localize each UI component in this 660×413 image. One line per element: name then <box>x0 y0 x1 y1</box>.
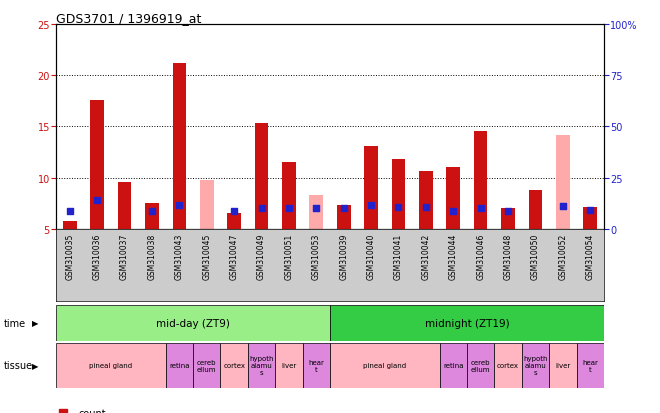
Bar <box>467 343 494 388</box>
Text: GSM310050: GSM310050 <box>531 233 540 279</box>
Text: midnight (ZT19): midnight (ZT19) <box>424 318 510 328</box>
Text: GSM310052: GSM310052 <box>558 233 568 279</box>
Text: cereb
ellum: cereb ellum <box>197 359 216 372</box>
Bar <box>56 343 166 388</box>
Bar <box>145 204 159 229</box>
Point <box>503 208 513 214</box>
Text: mid-day (ZT9): mid-day (ZT9) <box>156 318 230 328</box>
Bar <box>90 100 104 229</box>
Text: GSM310053: GSM310053 <box>312 233 321 279</box>
Bar <box>56 306 330 341</box>
Text: GSM310051: GSM310051 <box>284 233 294 279</box>
Bar <box>494 343 521 388</box>
Text: cereb
ellum: cereb ellum <box>471 359 490 372</box>
Text: GSM310043: GSM310043 <box>175 233 184 279</box>
Point <box>558 203 568 210</box>
Text: GSM310041: GSM310041 <box>394 233 403 279</box>
Bar <box>330 343 440 388</box>
Bar <box>501 209 515 229</box>
Bar <box>220 343 248 388</box>
Bar <box>200 180 214 229</box>
Text: GSM310046: GSM310046 <box>476 233 485 279</box>
Bar <box>275 343 302 388</box>
Bar <box>419 172 433 229</box>
Text: cortex: cortex <box>223 363 245 368</box>
Bar <box>282 163 296 229</box>
Point <box>92 198 102 204</box>
Text: tissue: tissue <box>3 361 32 370</box>
Point <box>385 174 395 181</box>
Point <box>311 205 321 212</box>
Bar <box>583 208 597 229</box>
Bar <box>364 147 378 229</box>
Point <box>585 207 595 214</box>
Bar <box>310 195 323 229</box>
Bar <box>193 343 220 388</box>
Bar <box>529 190 543 229</box>
Bar <box>337 206 350 229</box>
Text: GSM310037: GSM310037 <box>120 233 129 279</box>
Bar <box>446 168 460 229</box>
Bar <box>549 343 577 388</box>
Bar <box>227 214 241 229</box>
Text: pineal gland: pineal gland <box>363 363 407 368</box>
Text: GSM310038: GSM310038 <box>147 233 156 279</box>
Text: pineal gland: pineal gland <box>89 363 133 368</box>
Point <box>284 205 294 212</box>
Text: hypoth
alamu
s: hypoth alamu s <box>249 356 274 375</box>
Bar <box>577 343 604 388</box>
Point <box>256 205 267 212</box>
Text: GSM310048: GSM310048 <box>504 233 513 279</box>
Text: time: time <box>3 318 26 328</box>
Text: GSM310040: GSM310040 <box>366 233 376 279</box>
Bar <box>521 343 549 388</box>
Text: retina: retina <box>443 363 463 368</box>
Text: liver: liver <box>555 363 570 368</box>
Text: liver: liver <box>281 363 296 368</box>
Text: GDS3701 / 1396919_at: GDS3701 / 1396919_at <box>56 12 201 25</box>
Text: GSM310045: GSM310045 <box>202 233 211 279</box>
Text: cortex: cortex <box>497 363 519 368</box>
Text: GSM310042: GSM310042 <box>421 233 430 279</box>
Bar <box>474 132 488 229</box>
Text: GSM310036: GSM310036 <box>92 233 102 279</box>
Text: ▶: ▶ <box>32 361 38 370</box>
Point <box>174 202 185 209</box>
Bar <box>255 124 269 229</box>
Point <box>147 208 157 214</box>
Bar <box>63 221 77 229</box>
Bar <box>391 160 405 229</box>
Text: GSM310035: GSM310035 <box>65 233 75 279</box>
Bar <box>248 343 275 388</box>
Point <box>558 204 568 210</box>
Text: hypoth
alamu
s: hypoth alamu s <box>523 356 548 375</box>
Bar <box>556 135 570 229</box>
Bar <box>117 182 131 229</box>
Point <box>311 205 321 212</box>
Bar <box>166 343 193 388</box>
Bar <box>440 343 467 388</box>
Text: GSM310047: GSM310047 <box>230 233 239 279</box>
Point <box>339 205 349 212</box>
Text: GSM310054: GSM310054 <box>585 233 595 279</box>
Bar <box>172 64 186 229</box>
Text: retina: retina <box>169 363 189 368</box>
Point <box>448 208 459 214</box>
Text: hear
t: hear t <box>308 359 324 372</box>
Point <box>393 204 404 211</box>
Text: GSM310039: GSM310039 <box>339 233 348 279</box>
Text: ▶: ▶ <box>32 319 38 328</box>
Point <box>385 381 395 387</box>
Bar <box>302 343 330 388</box>
Text: GSM310044: GSM310044 <box>449 233 458 279</box>
Point <box>65 209 75 215</box>
Point <box>366 202 376 209</box>
Bar <box>330 306 604 341</box>
Point <box>229 208 240 214</box>
Text: GSM310049: GSM310049 <box>257 233 266 279</box>
Point <box>475 205 486 212</box>
Text: hear
t: hear t <box>582 359 598 372</box>
Point <box>420 204 431 211</box>
Text: count: count <box>78 408 106 413</box>
